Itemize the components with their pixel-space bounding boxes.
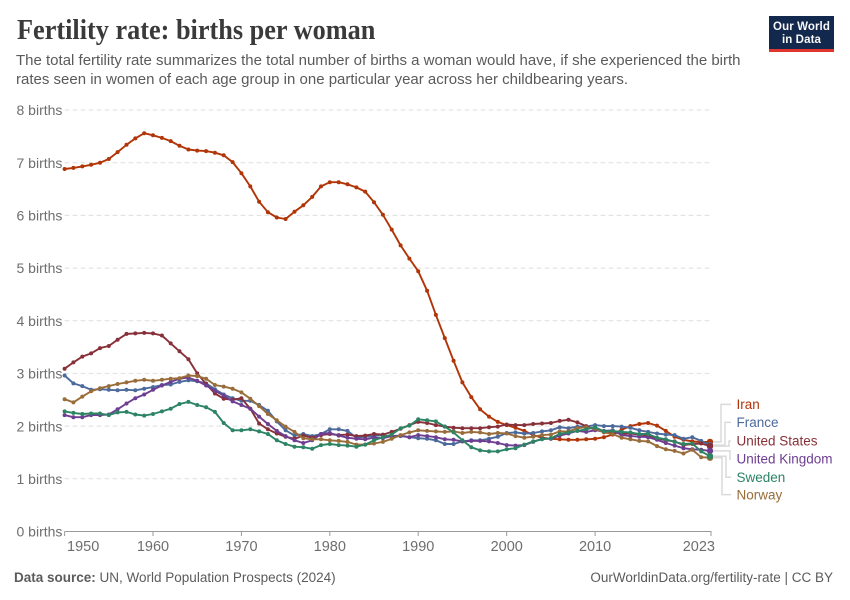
svg-text:4 births: 4 births (17, 313, 63, 329)
svg-text:1 births: 1 births (17, 471, 63, 487)
svg-text:2000: 2000 (491, 539, 523, 555)
svg-text:1980: 1980 (314, 539, 346, 555)
svg-text:1950: 1950 (67, 539, 99, 555)
svg-text:1970: 1970 (225, 539, 257, 555)
svg-text:France: France (737, 415, 779, 430)
svg-text:3 births: 3 births (17, 366, 63, 382)
svg-text:8 births: 8 births (17, 102, 63, 118)
svg-text:Sweden: Sweden (737, 470, 786, 485)
svg-text:2010: 2010 (579, 539, 611, 555)
svg-text:5 births: 5 births (17, 260, 63, 276)
svg-text:1960: 1960 (137, 539, 169, 555)
svg-text:Norway: Norway (737, 487, 783, 502)
svg-text:1990: 1990 (402, 539, 434, 555)
svg-text:2023: 2023 (683, 539, 715, 555)
svg-text:0 births: 0 births (17, 524, 63, 540)
svg-text:United Kingdom: United Kingdom (737, 452, 833, 467)
svg-text:6 births: 6 births (17, 208, 63, 224)
svg-text:United States: United States (737, 434, 818, 449)
svg-text:Iran: Iran (737, 397, 760, 412)
svg-text:2 births: 2 births (17, 418, 63, 434)
svg-text:7 births: 7 births (17, 155, 63, 171)
